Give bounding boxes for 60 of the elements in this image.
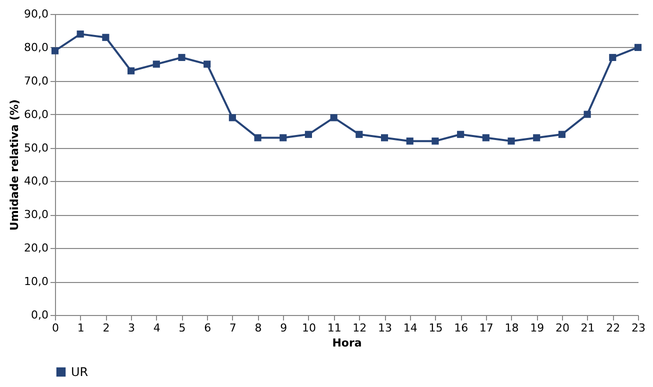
y-tick-label: 30,0 <box>24 208 48 222</box>
y-tick-label: 0,0 <box>31 308 48 322</box>
y-tick-label: 90,0 <box>24 8 48 20</box>
y-tick-label: 10,0 <box>24 275 48 288</box>
y-tick-label: 60,0 <box>24 108 48 121</box>
x-tick-label: 19 <box>530 322 544 334</box>
point <box>609 54 616 62</box>
point <box>406 138 414 145</box>
point <box>102 34 110 41</box>
x-tick-label: 18 <box>504 322 519 334</box>
point <box>457 130 464 138</box>
point <box>152 60 160 68</box>
point <box>508 138 515 145</box>
point <box>228 114 236 122</box>
point <box>254 134 262 142</box>
x-tick-label: 2 <box>102 322 110 334</box>
x-tick-label: 9 <box>280 322 288 334</box>
point <box>533 134 540 142</box>
point <box>482 134 490 142</box>
x-tick-label: 14 <box>403 322 418 334</box>
x-tick-label: 7 <box>229 322 236 334</box>
point <box>304 130 312 138</box>
point <box>558 130 566 138</box>
point <box>204 60 211 68</box>
x-tick-label: 17 <box>479 322 494 334</box>
y-tick-label: 50,0 <box>24 141 48 154</box>
x-tick-label: 16 <box>454 322 468 334</box>
x-tick-label: 21 <box>580 322 595 334</box>
x-tick-label: 22 <box>606 322 620 334</box>
point <box>380 134 388 142</box>
point <box>356 130 363 138</box>
legend-label: UR <box>71 365 88 379</box>
x-tick-label: 0 <box>52 322 59 334</box>
x-tick-label: 1 <box>77 322 84 334</box>
y-tick-label: 40,0 <box>24 174 48 188</box>
x-tick-label: 11 <box>327 322 342 334</box>
y-tick-label: 20,0 <box>24 242 48 255</box>
x-tick-label: 8 <box>254 322 262 334</box>
point <box>634 44 642 51</box>
x-tick-label: 5 <box>178 322 186 334</box>
point <box>178 54 186 62</box>
x-tick-label: 23 <box>632 322 646 334</box>
point <box>280 134 287 142</box>
x-tick-label: 12 <box>352 322 367 334</box>
point <box>584 110 591 118</box>
point <box>128 67 135 74</box>
point <box>330 114 338 122</box>
x-axis-title: Hora <box>332 336 362 350</box>
y-tick-label: 80,0 <box>24 40 48 54</box>
x-tick-label: 4 <box>153 322 160 334</box>
x-tick-label: 10 <box>302 322 316 334</box>
x-tick-label: 20 <box>555 322 570 334</box>
x-tick-label: 13 <box>378 322 392 334</box>
point <box>76 30 84 38</box>
x-tick-label: 15 <box>428 322 443 334</box>
point <box>432 138 439 145</box>
y-tick-label: 70,0 <box>24 74 48 88</box>
x-tick-label: 3 <box>128 322 136 334</box>
x-tick-label: 6 <box>204 322 212 334</box>
y-axis-title: Umidade relativa (%) <box>8 99 22 231</box>
